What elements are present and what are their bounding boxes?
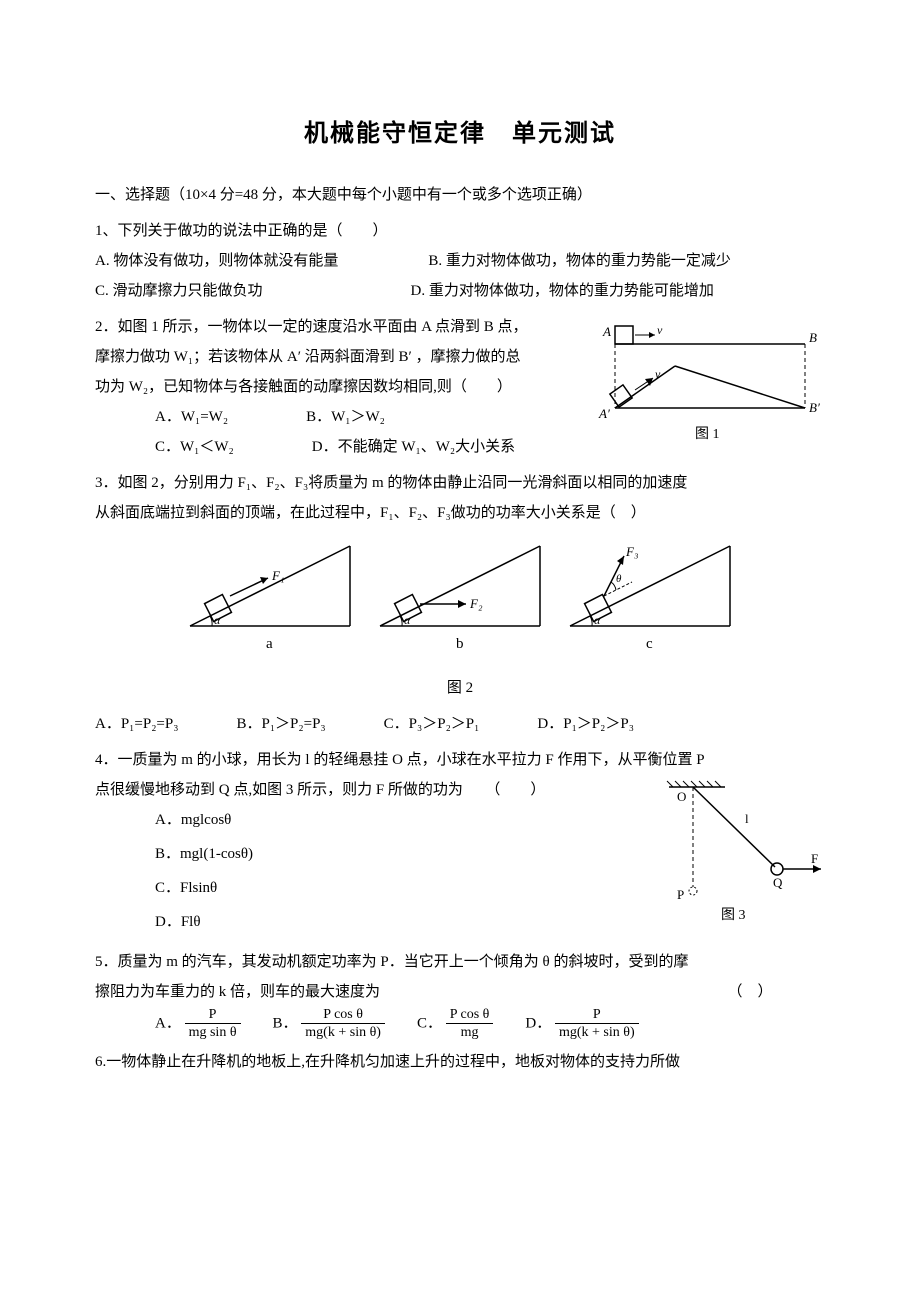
question-5: 5．质量为 m 的汽车，其发动机额定功率为 P．当它开上一个倾角为 θ 的斜坡时…	[95, 947, 825, 1041]
q2-opt-a: A．W₁=W₂	[155, 402, 228, 432]
figure-2-caption: 图 2	[95, 673, 825, 703]
svg-text:B′: B′	[809, 400, 820, 415]
q3-opt-b: B．P₁＞P₂=P₃	[236, 709, 325, 739]
q4-stem1: 4．一质量为 m 的小球，用长为 l 的轻绳悬挂 O 点，小球在水平拉力 F 作…	[95, 745, 825, 775]
q5-bracket: （ ）	[728, 984, 773, 1000]
svg-text:图 3: 图 3	[721, 908, 746, 923]
svg-text:A: A	[602, 324, 611, 339]
q3-stem2: 从斜面底端拉到斜面的顶端，在此过程中，F₁、F₂、F₃做功的功率大小关系是（ ）	[95, 498, 825, 528]
q5-opt-d: D． Pmg(k + sin θ)	[525, 1007, 638, 1041]
svg-text:O: O	[677, 789, 686, 804]
q3-stem1: 3．如图 2，分别用力 F₁、F₂、F₃将质量为 m 的物体由静止沿同一光滑斜面…	[95, 468, 825, 498]
q5-opt-b: B． P cos θmg(k + sin θ)	[273, 1007, 385, 1041]
q5-stem2: 擦阻力为车重力的 k 倍，则车的最大速度为	[95, 984, 380, 1000]
svg-text:α: α	[594, 613, 601, 627]
svg-text:F₃: F₃	[625, 544, 638, 559]
q3-opt-d: D．P₁＞P₂＞P₃	[537, 709, 634, 739]
svg-text:P: P	[677, 887, 684, 902]
page-title: 机械能守恒定律 单元测试	[95, 110, 825, 158]
q2-opt-d: D．不能确定 W₁、W₂大小关系	[312, 432, 515, 462]
svg-text:α: α	[214, 613, 221, 627]
svg-text:F₂: F₂	[469, 596, 483, 611]
q1-opt-b: B. 重力对物体做功，物体的重力势能一定减少	[428, 246, 731, 276]
svg-text:F: F	[811, 851, 818, 866]
q2-opt-c: C．W₁＜W₂	[155, 432, 234, 462]
svg-text:α: α	[404, 613, 411, 627]
q5-stem1: 5．质量为 m 的汽车，其发动机额定功率为 P．当它开上一个倾角为 θ 的斜坡时…	[95, 947, 825, 977]
q1-stem: 1、下列关于做功的说法中正确的是（ ）	[95, 216, 825, 246]
q6-stem1: 6.一物体静止在升降机的地板上,在升降机匀加速上升的过程中，地板对物体的支持力所…	[95, 1047, 825, 1077]
svg-text:l: l	[745, 811, 749, 826]
svg-text:a: a	[266, 636, 273, 652]
q5-opt-a: A． Pmg sin θ	[155, 1007, 241, 1041]
svg-text:θ: θ	[616, 573, 622, 585]
q3-opt-c: C．P₃＞P₂＞P₁	[384, 709, 480, 739]
figure-2: F₁ α a F₂ α b	[95, 536, 825, 667]
svg-text:Q: Q	[773, 875, 783, 890]
svg-text:图 1: 图 1	[695, 427, 720, 442]
question-3: 3．如图 2，分别用力 F₁、F₂、F₃将质量为 m 的物体由静止沿同一光滑斜面…	[95, 468, 825, 739]
svg-text:c: c	[646, 636, 653, 652]
svg-text:A′: A′	[598, 406, 610, 421]
svg-text:F₁: F₁	[271, 568, 284, 583]
svg-text:B: B	[809, 330, 817, 345]
figure-1: v A B v A′ B′ 图 1	[595, 316, 825, 446]
q1-opt-c: C. 滑动摩擦力只能做负功	[95, 276, 263, 306]
question-1: 1、下列关于做功的说法中正确的是（ ） A. 物体没有做功，则物体就没有能量 B…	[95, 216, 825, 306]
q1-opt-a: A. 物体没有做功，则物体就没有能量	[95, 246, 338, 276]
q5-opt-c: C． P cos θmg	[417, 1007, 493, 1041]
svg-text:b: b	[456, 636, 464, 652]
q2-opt-b: B．W₁＞W₂	[306, 402, 385, 432]
question-2: v A B v A′ B′ 图 1 2．如图 1 所示，一物体以一定的速度沿水平…	[95, 312, 825, 462]
q3-opt-a: A．P₁=P₂=P₃	[95, 709, 178, 739]
figure-3: O P l Q F 图 3	[625, 779, 825, 929]
svg-text:v: v	[657, 323, 663, 337]
q1-opt-d: D. 重力对物体做功，物体的重力势能可能增加	[411, 276, 714, 306]
question-4: 4．一质量为 m 的小球，用长为 l 的轻绳悬挂 O 点，小球在水平拉力 F 作…	[95, 745, 825, 941]
question-6: 6.一物体静止在升降机的地板上,在升降机匀加速上升的过程中，地板对物体的支持力所…	[95, 1047, 825, 1077]
svg-text:v: v	[655, 367, 661, 381]
section-1-head: 一、选择题（10×4 分=48 分，本大题中每个小题中有一个或多个选项正确）	[95, 180, 825, 210]
